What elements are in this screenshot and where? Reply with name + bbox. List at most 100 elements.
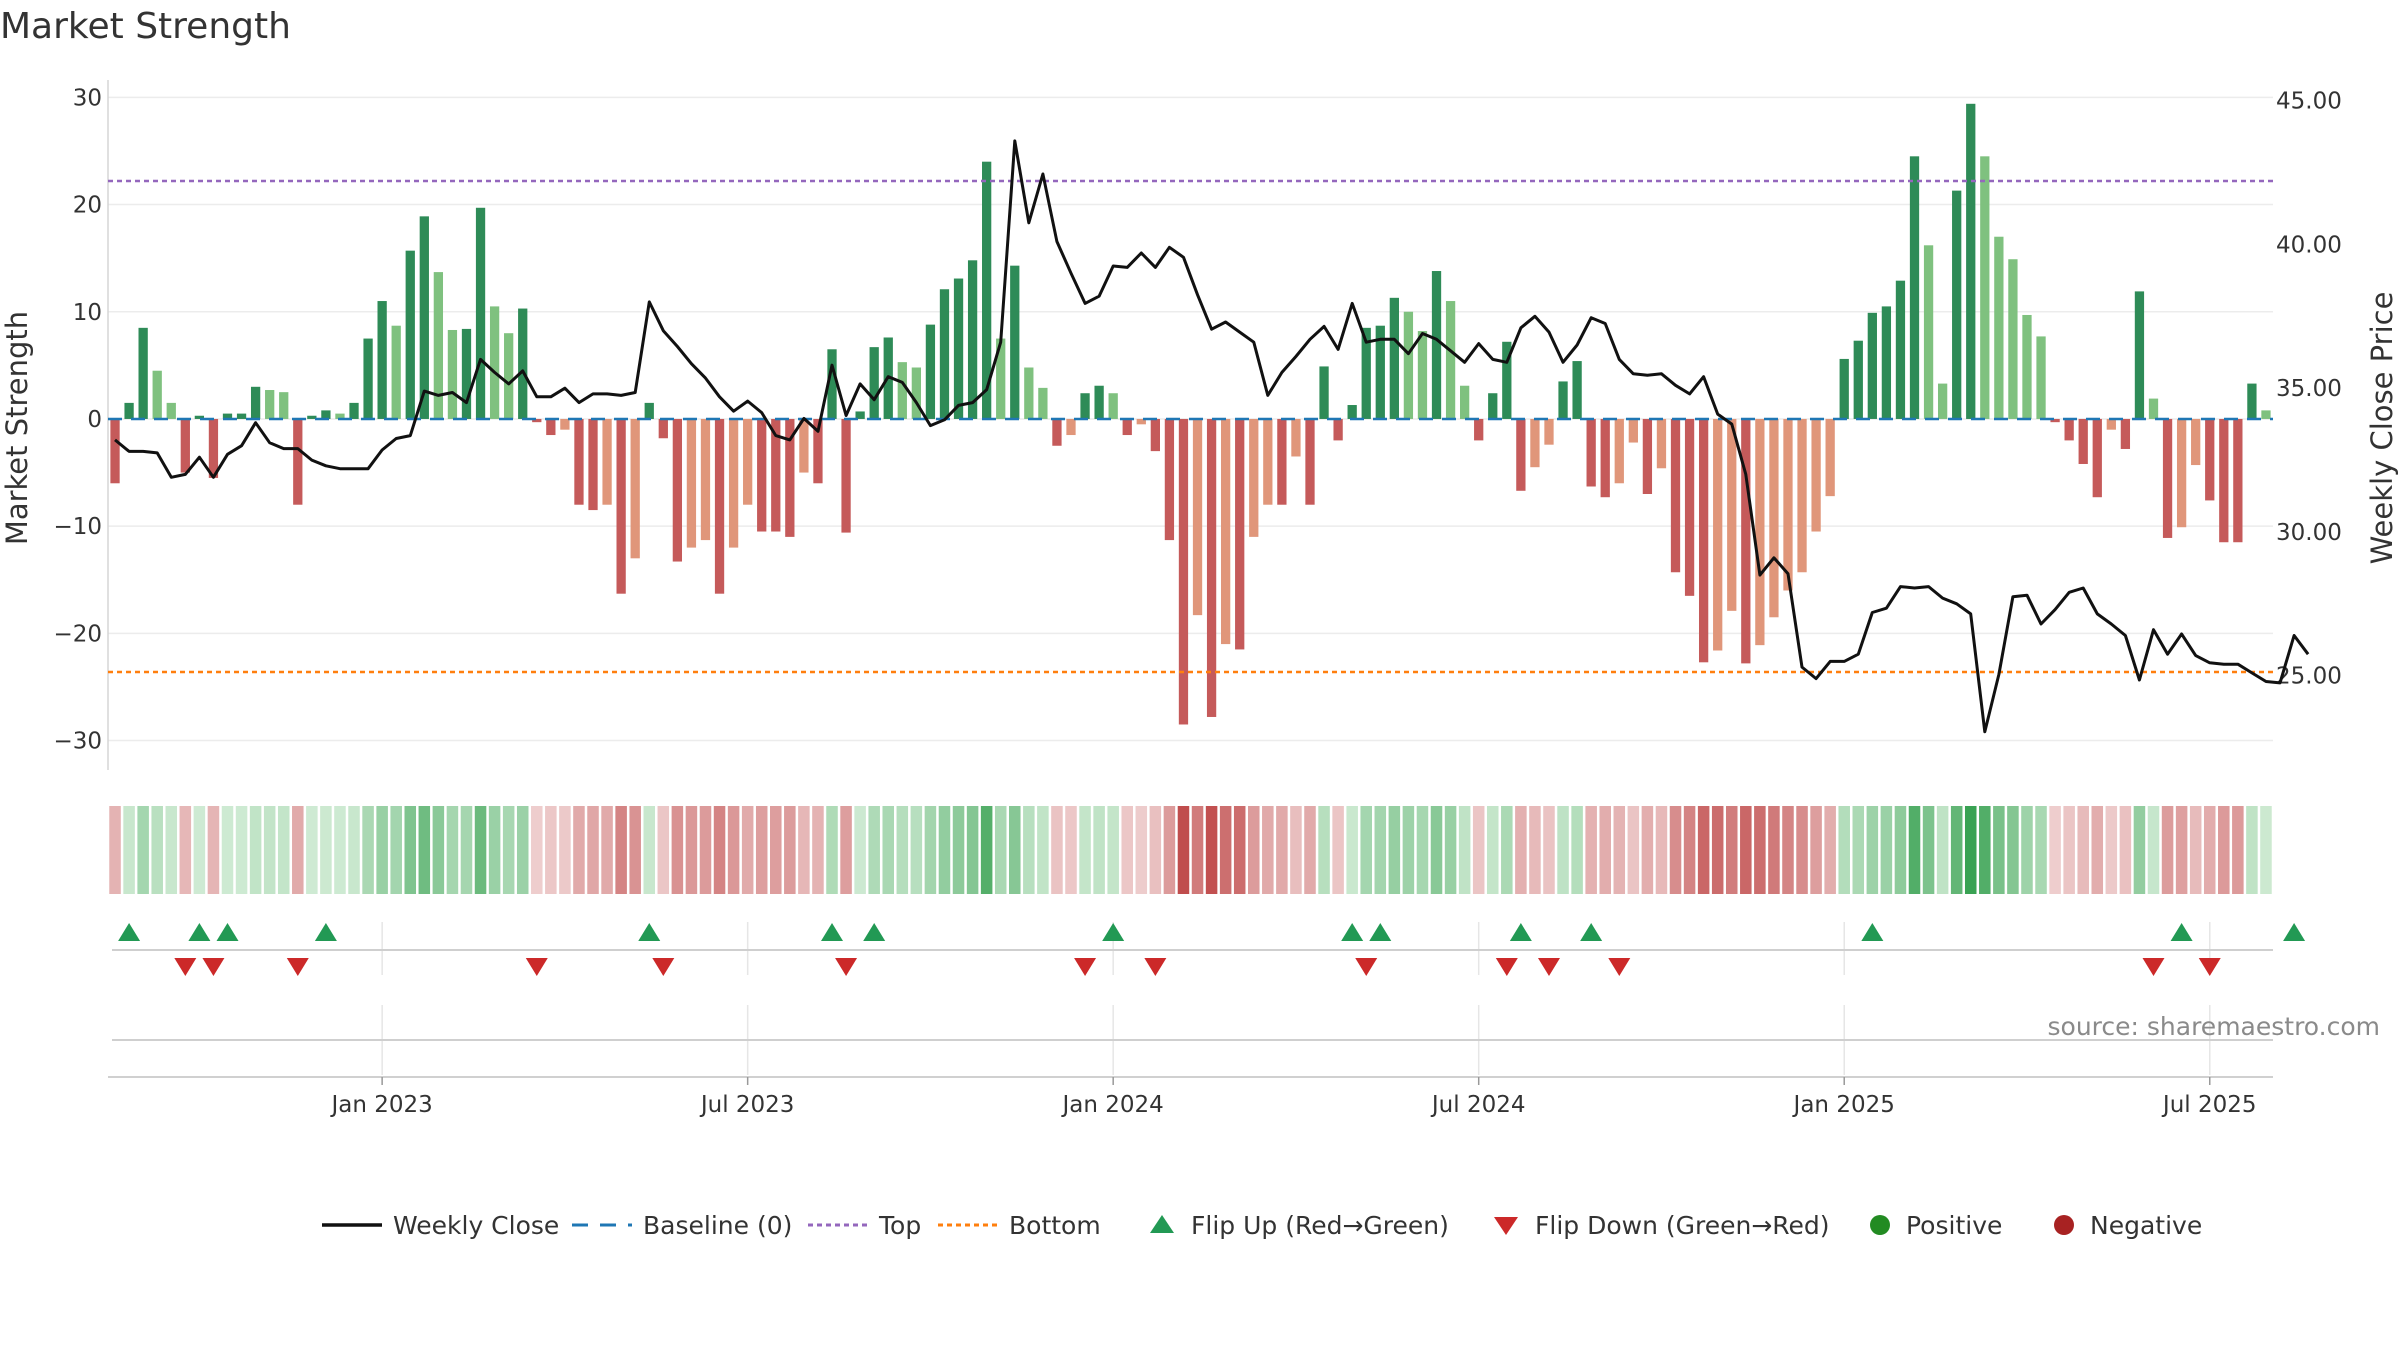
strength-bar: [1994, 236, 2004, 419]
heat-cell: [1486, 806, 1499, 894]
strength-bar: [1628, 418, 1638, 443]
strength-bar: [2022, 314, 2032, 419]
strength-bar: [743, 418, 753, 505]
heat-cell: [1304, 806, 1316, 894]
y-tick-label: 20: [73, 193, 102, 219]
y2-tick-label: 35.00: [2276, 376, 2342, 402]
strength-bar: [1488, 393, 1498, 419]
strength-bar: [433, 272, 444, 419]
strength-bar: [1516, 418, 1526, 491]
strength-bar: [2008, 259, 2018, 419]
heat-cell: [868, 806, 880, 894]
heat-cell: [2091, 806, 2104, 894]
heat-cell: [2260, 806, 2272, 894]
heat-cell: [1177, 806, 1190, 894]
strength-bar: [250, 386, 261, 419]
strength-bar: [2261, 410, 2271, 419]
y2-tick-label: 40.00: [2276, 232, 2342, 258]
y-tick-label: 0: [87, 407, 102, 433]
strength-bar: [855, 411, 865, 419]
heat-cell: [123, 806, 135, 894]
strength-bar: [110, 418, 120, 484]
legend-item: Flip Up (Red→Green): [1150, 1211, 1449, 1240]
heat-cell: [812, 806, 824, 894]
heat-cell: [1121, 806, 1134, 894]
flip-up-marker: [863, 923, 886, 941]
heat-cell: [826, 806, 838, 894]
heat-cell: [1233, 806, 1246, 894]
strength-bar: [335, 413, 345, 419]
y-axis-title: Market Strength: [0, 311, 34, 545]
heat-cell: [2133, 806, 2146, 894]
strength-bar: [1586, 418, 1596, 487]
strength-bar: [180, 418, 190, 473]
legend-label: Flip Down (Green→Red): [1535, 1211, 1830, 1240]
x-tick-label: Jan 2024: [1061, 1092, 1164, 1118]
heat-cell: [980, 806, 993, 894]
flip-down-marker: [835, 958, 858, 976]
strength-bar: [391, 325, 401, 419]
strength-bar: [1825, 418, 1835, 497]
heat-cell: [1107, 806, 1119, 894]
heat-cell: [2021, 806, 2033, 894]
flip-up-marker: [1369, 923, 1392, 941]
strength-bar: [236, 413, 247, 419]
legend-label: Bottom: [1009, 1211, 1101, 1240]
strength-bar: [1811, 418, 1821, 532]
strength-bar: [2064, 418, 2074, 441]
strength-bar: [2191, 418, 2201, 466]
strength-bar: [1445, 301, 1456, 419]
strength-bar: [1670, 418, 1681, 573]
strength-bar: [911, 367, 921, 419]
flip-up-marker: [1341, 923, 1364, 941]
heat-cell: [1346, 806, 1358, 894]
strength-bar: [1052, 418, 1062, 446]
heat-cell: [1416, 806, 1429, 894]
heat-cell: [1908, 806, 1921, 894]
strength-bar: [1080, 393, 1090, 419]
heat-cell: [235, 806, 248, 894]
heat-cell: [1669, 806, 1682, 894]
strength-bar: [138, 327, 148, 419]
strength-bar: [2148, 398, 2159, 419]
heat-cell: [2105, 806, 2118, 894]
heat-cell: [1065, 806, 1077, 894]
legend-item: Bottom: [938, 1211, 1101, 1240]
strength-bar: [982, 161, 992, 419]
strength-bar: [461, 328, 472, 419]
strength-bar: [1614, 418, 1624, 484]
heat-cell: [1529, 806, 1541, 894]
heat-cell: [1093, 806, 1105, 894]
strength-bar: [1122, 418, 1132, 436]
strength-bar: [208, 418, 219, 478]
strength-bar: [1431, 271, 1442, 419]
heat-cell: [1332, 806, 1344, 894]
strength-bar: [1024, 367, 1034, 419]
strength-bar: [279, 392, 289, 419]
flip-down-marker: [1144, 958, 1167, 976]
heat-cell: [531, 806, 543, 894]
strength-bar: [672, 418, 683, 562]
heat-cell: [938, 806, 951, 894]
heat-cell: [446, 806, 459, 894]
heat-cell: [1557, 806, 1569, 894]
heat-cell: [1430, 806, 1443, 894]
strength-bar: [222, 413, 233, 419]
heat-cell: [952, 806, 965, 894]
strength-bar: [1150, 418, 1160, 452]
flip-down-marker: [202, 958, 225, 976]
y2-tick-label: 45.00: [2276, 89, 2342, 115]
heat-cell: [1740, 806, 1752, 894]
legend-item: Positive: [1870, 1211, 2002, 1240]
heat-cell: [1964, 806, 1977, 894]
heat-cell: [1543, 806, 1555, 894]
heat-cell: [404, 806, 417, 894]
heat-cell: [2147, 806, 2160, 894]
heat-cell: [924, 806, 937, 894]
heat-cell: [1979, 806, 1991, 894]
heat-cell: [165, 806, 178, 894]
heat-cell: [741, 806, 754, 894]
heat-cell: [966, 806, 979, 894]
strength-bar: [1600, 418, 1610, 498]
flip-down-marker: [1537, 958, 1560, 976]
